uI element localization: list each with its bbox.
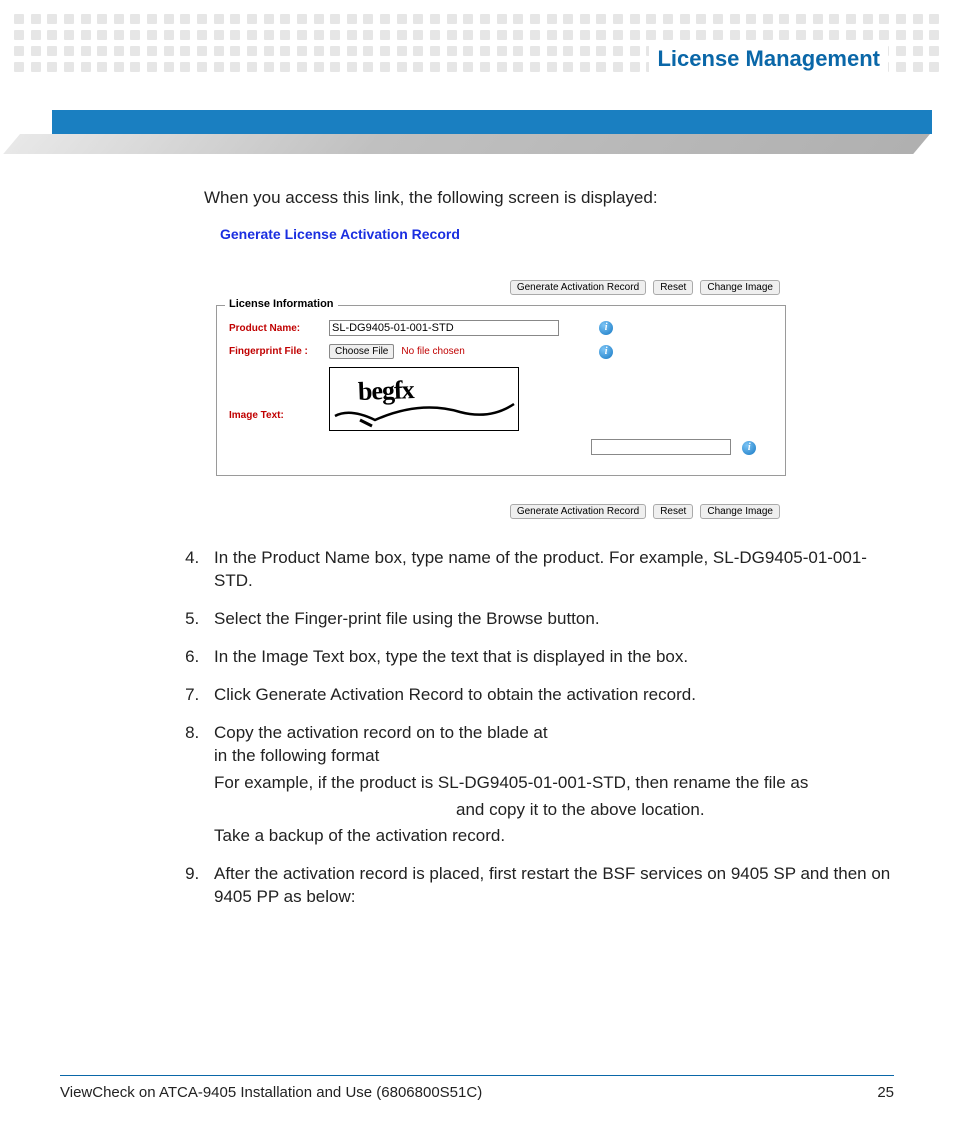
footer-page-number: 25 (877, 1084, 894, 1101)
top-button-row: Generate Activation Record Reset Change … (216, 280, 780, 295)
step-6: In the Image Text box, type the text tha… (204, 646, 894, 669)
generate-activation-button[interactable]: Generate Activation Record (510, 280, 646, 295)
step-9: After the activation record is placed, f… (204, 863, 894, 909)
step-text: Click Generate Activation Record to obta… (214, 685, 696, 704)
instruction-steps: In the Product Name box, type name of th… (186, 547, 894, 909)
step-text: Copy the activation record on to the bla… (214, 723, 548, 742)
info-icon[interactable]: i (599, 345, 613, 359)
no-file-chosen-text: No file chosen (401, 346, 464, 357)
reset-button[interactable]: Reset (653, 504, 693, 519)
footer-doc-title: ViewCheck on ATCA-9405 Installation and … (60, 1084, 482, 1101)
intro-text: When you access this link, the following… (204, 188, 894, 208)
step-5: Select the Finger-print file using the B… (204, 608, 894, 631)
screenshot-title: Generate License Activation Record (220, 226, 786, 242)
image-text-label: Image Text: (227, 363, 327, 435)
info-icon[interactable]: i (742, 441, 756, 455)
header-blue-bar (52, 110, 932, 134)
dot-row (0, 30, 954, 40)
fieldset-legend: License Information (225, 298, 338, 310)
header-gray-gradient (3, 134, 930, 154)
dot-row (0, 14, 954, 24)
bottom-button-row: Generate Activation Record Reset Change … (216, 504, 780, 519)
reset-button[interactable]: Reset (653, 280, 693, 295)
captcha-image: begfx (329, 367, 519, 431)
change-image-button[interactable]: Change Image (700, 280, 780, 295)
page-content: When you access this link, the following… (204, 188, 894, 924)
product-name-input[interactable] (329, 320, 559, 336)
step-4: In the Product Name box, type name of th… (204, 547, 894, 593)
step-text: For example, if the product is SL-DG9405… (214, 772, 894, 795)
step-7: Click Generate Activation Record to obta… (204, 684, 894, 707)
generate-activation-button[interactable]: Generate Activation Record (510, 504, 646, 519)
captcha-input[interactable] (591, 439, 731, 455)
license-information-fieldset: License Information Product Name: i Fing (216, 305, 786, 476)
choose-file-button[interactable]: Choose File (329, 344, 394, 359)
page-footer: ViewCheck on ATCA-9405 Installation and … (60, 1075, 894, 1101)
step-text: In the Product Name box, type name of th… (214, 548, 867, 590)
step-text: In the Image Text box, type the text tha… (214, 647, 688, 666)
info-icon[interactable]: i (599, 321, 613, 335)
step-text: Select the Finger-print file using the B… (214, 609, 600, 628)
change-image-button[interactable]: Change Image (700, 504, 780, 519)
step-text: and copy it to the above location. (214, 799, 894, 822)
step-text: in the following format (214, 746, 379, 765)
step-text: After the activation record is placed, f… (214, 864, 890, 906)
license-screenshot: Generate License Activation Record Gener… (216, 226, 786, 519)
chapter-title: License Management (649, 42, 888, 76)
fingerprint-file-label: Fingerprint File : (227, 340, 327, 363)
step-text: Take a backup of the activation record. (214, 825, 894, 848)
step-8: Copy the activation record on to the bla… (204, 722, 894, 849)
product-name-label: Product Name: (227, 316, 327, 340)
